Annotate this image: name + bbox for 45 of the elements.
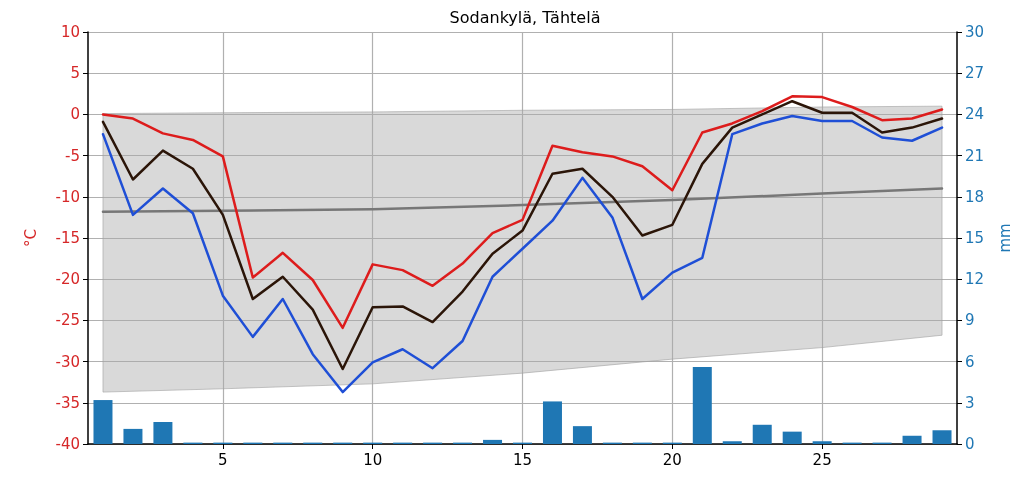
y-tick-label: -20 [55,270,80,289]
y2-tick-label: 3 [965,393,975,412]
y2-tick-label: 6 [965,352,975,371]
y-tick-label: 5 [70,64,80,83]
y2-tick-label: 9 [965,311,975,330]
bar [782,431,802,444]
y-tick-label: -15 [55,229,80,247]
bar [692,367,712,444]
bar [542,401,562,444]
x-tick-label: 25 [812,450,832,469]
y2-tick-label: 15 [965,229,985,247]
x-tick-label: 20 [662,450,682,469]
line-series [101,187,944,213]
y-tick-label: -25 [55,311,80,330]
y2-tick-label: 18 [965,187,985,206]
y2-tick-label: 24 [965,105,985,124]
bar [153,422,173,444]
y-tick-label: 10 [60,23,80,41]
y2-axis-title: mm [995,223,1014,253]
bar [812,441,832,444]
bar [572,426,592,444]
bar [722,441,742,444]
bar [483,439,503,444]
y2-tick-label: 0 [965,435,975,453]
line-series [101,95,944,330]
bar [752,424,772,444]
x-tick-label: 10 [363,450,383,469]
chart-title: Sodankylä, Tähtelä [449,7,601,27]
x-tick-label: 15 [512,450,533,469]
y-tick-label: -40 [55,435,80,453]
y-tick-label: -5 [65,146,80,165]
y2-tick-label: 30 [965,23,985,41]
y-tick-label: -30 [55,352,80,371]
y-tick-label: 0 [70,105,80,124]
bar [123,428,143,444]
bar [932,430,952,444]
y-axis-title: °C [21,229,40,247]
bar [902,435,922,444]
y-tick-label: -35 [55,393,80,412]
bar [93,400,113,444]
y2-tick-label: 27 [965,64,985,83]
y2-tick-label: 12 [965,270,985,289]
x-tick-label: 5 [218,450,228,469]
y2-tick-label: 21 [965,146,985,165]
y-tick-label: -10 [55,187,80,206]
